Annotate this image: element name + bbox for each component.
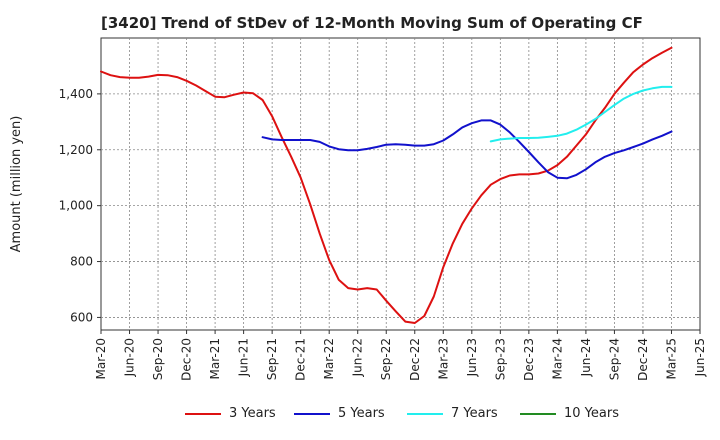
chart-legend: 3 Years 5 Years 7 Years 10 Years — [0, 406, 720, 424]
series-line-7-years — [489, 85, 673, 143]
legend-swatch-5-years — [294, 412, 330, 415]
x-tick-label: Dec-21 — [294, 338, 308, 381]
legend-item-3-years: 3 Years — [185, 406, 276, 421]
x-tick-label: Sep-24 — [607, 338, 621, 380]
y-tick-label: 1,400 — [59, 87, 93, 101]
x-tick-label: Dec-24 — [636, 338, 650, 381]
y-tick-label: 600 — [70, 310, 93, 324]
legend-item-7-years: 7 Years — [407, 406, 498, 421]
chart-title: [3420] Trend of StDev of 12-Month Moving… — [101, 14, 643, 32]
plot-area — [100, 37, 701, 331]
legend-label-10-years: 10 Years — [564, 406, 619, 421]
x-tick-label: Jun-21 — [237, 338, 251, 377]
x-tick-label: Sep-21 — [265, 338, 279, 380]
x-tick-label: Dec-20 — [180, 338, 194, 381]
x-tick-label: Sep-22 — [379, 338, 393, 380]
legend-item-10-years: 10 Years — [520, 406, 619, 421]
y-tick-label: 1,200 — [59, 143, 93, 157]
x-tick-label: Dec-22 — [408, 338, 422, 381]
x-tick-label: Dec-23 — [522, 338, 536, 381]
legend-item-5-years: 5 Years — [294, 406, 385, 421]
x-tick-label: Jun-24 — [579, 338, 593, 377]
legend-label-3-years: 3 Years — [229, 406, 276, 421]
legend-swatch-7-years — [407, 412, 443, 415]
legend-swatch-10-years — [520, 412, 556, 415]
x-tick-label: Sep-20 — [151, 338, 165, 380]
y-tick-label: 800 — [70, 255, 93, 269]
x-tick-label: Mar-20 — [94, 338, 108, 379]
series-line-3-years — [100, 46, 673, 324]
x-tick-label: Sep-23 — [493, 338, 507, 380]
y-tick-label: 1,000 — [59, 199, 93, 213]
x-tick-label: Jun-23 — [465, 338, 479, 377]
x-tick-label: Mar-25 — [664, 338, 678, 379]
y-axis-label: Amount (million yen) — [9, 116, 24, 253]
x-tick-label: Mar-23 — [436, 338, 450, 379]
x-tick-label: Mar-22 — [322, 338, 336, 379]
x-tick-label: Jun-22 — [351, 338, 365, 377]
x-tick-label: Mar-24 — [550, 338, 564, 379]
legend-label-7-years: 7 Years — [451, 406, 498, 421]
x-tick-label: Mar-21 — [208, 338, 222, 379]
legend-swatch-3-years — [185, 412, 221, 415]
legend-label-5-years: 5 Years — [338, 406, 385, 421]
x-tick-label: Jun-25 — [693, 338, 707, 377]
series-line-5-years — [261, 119, 673, 180]
x-tick-label: Jun-20 — [123, 338, 137, 377]
